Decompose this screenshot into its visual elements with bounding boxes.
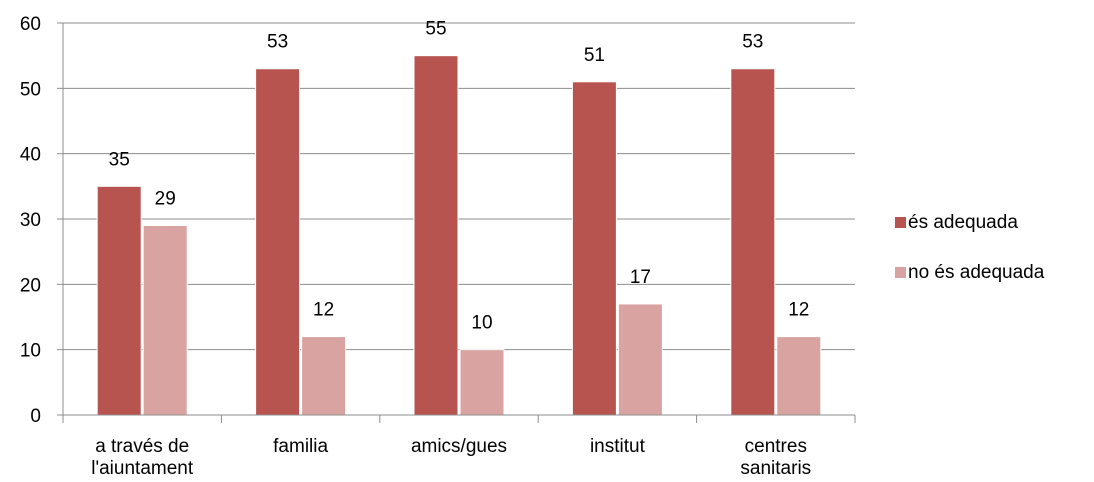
bars (96, 55, 822, 416)
legend-label: no és adequada (908, 262, 1045, 283)
x-category-label-line: centres (745, 436, 807, 457)
x-category-label-line: amics/gues (411, 436, 507, 457)
y-tick-label: 30 (20, 210, 41, 231)
bar-es-adequada (730, 68, 776, 416)
bar-es-adequada (255, 68, 301, 416)
bar-no-es-adequada (142, 225, 188, 416)
x-category-label-line: sanitaris (740, 458, 811, 479)
x-category-label: familia (273, 436, 328, 457)
data-label: 35 (109, 149, 130, 170)
x-category-label: centres sanitaris (740, 436, 811, 479)
data-label: 10 (471, 313, 492, 334)
bar-es-adequada (96, 185, 142, 416)
bar-es-adequada (413, 55, 459, 416)
legend: és adequada no és adequada (895, 212, 1045, 283)
bar-no-es-adequada (459, 349, 505, 416)
data-labels: 35 29 53 12 55 10 51 17 53 12 (109, 19, 810, 334)
y-tick-label: 50 (20, 79, 41, 100)
bar-no-es-adequada (617, 303, 663, 416)
data-label: 17 (630, 267, 651, 288)
x-category-label-line: a través de (95, 436, 189, 457)
data-label: 51 (584, 45, 605, 66)
legend-swatch (895, 267, 906, 278)
data-label: 12 (788, 300, 809, 321)
y-tick-label: 40 (20, 145, 41, 166)
y-tick-label: 10 (20, 341, 41, 362)
x-category-label-line: familia (273, 436, 328, 457)
data-label: 12 (313, 300, 334, 321)
gridlines (63, 22, 855, 351)
data-label: 53 (267, 32, 288, 53)
y-tick-label: 60 (20, 14, 41, 35)
bar-no-es-adequada (301, 336, 347, 416)
legend-label: és adequada (908, 212, 1018, 233)
x-category-label-line: l'aiuntament (91, 458, 194, 479)
bar-es-adequada (571, 81, 617, 416)
y-tick-label: 0 (30, 406, 41, 427)
x-category-label-line: institut (590, 436, 646, 457)
data-label: 53 (742, 32, 763, 53)
x-category-label: institut (590, 436, 646, 457)
data-label: 55 (425, 19, 446, 40)
x-category-label: amics/gues (411, 436, 507, 457)
legend-swatch (895, 217, 906, 228)
data-label: 29 (155, 189, 176, 210)
axes: 0 10 20 30 40 50 60 a través de l'aiuntament fami… (20, 14, 856, 479)
x-category-label: a través de l'aiuntament (91, 436, 194, 479)
y-tick-label: 20 (20, 275, 41, 296)
bar-no-es-adequada (776, 336, 822, 416)
